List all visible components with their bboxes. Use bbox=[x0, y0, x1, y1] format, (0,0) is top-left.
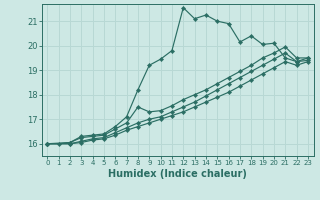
X-axis label: Humidex (Indice chaleur): Humidex (Indice chaleur) bbox=[108, 169, 247, 179]
